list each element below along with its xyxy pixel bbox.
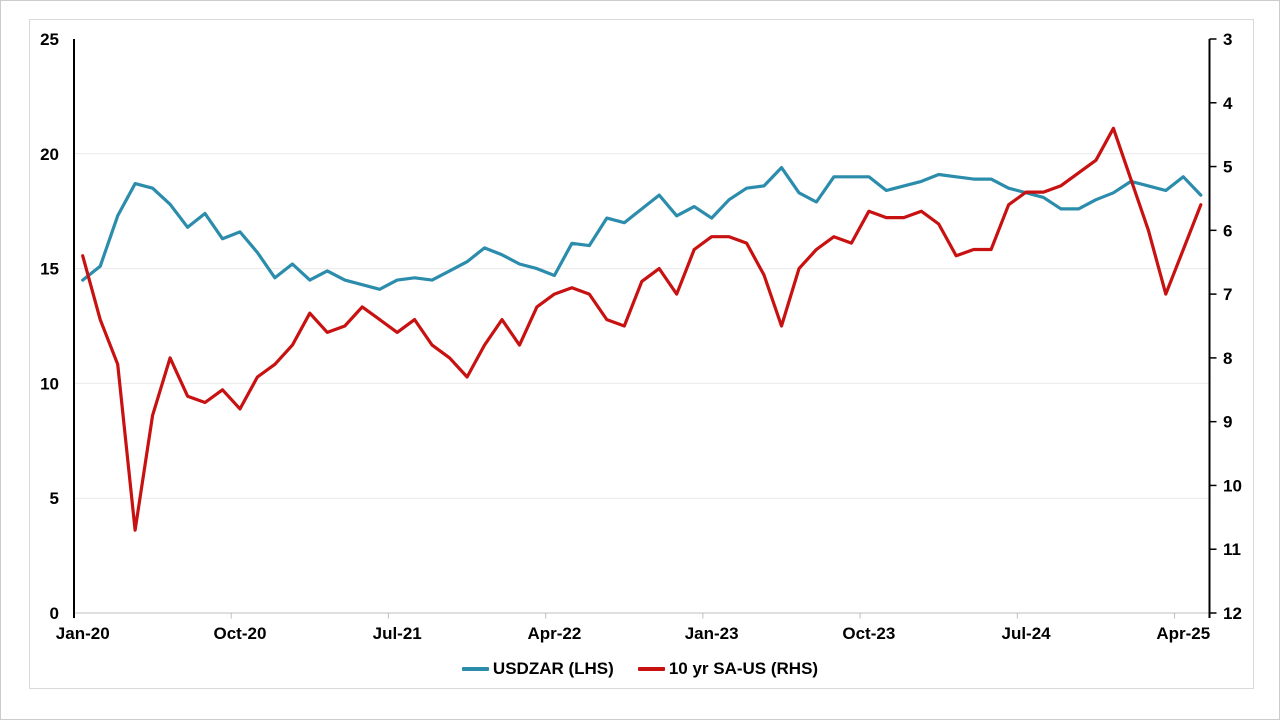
left-axis-label: 10	[40, 374, 59, 393]
chart-frame	[29, 19, 1254, 689]
left-axis-label: 15	[40, 260, 59, 279]
right-axis-label: 6	[1223, 221, 1232, 240]
right-axis-label: 12	[1223, 604, 1242, 623]
legend-item-usdzar: USDZAR (LHS)	[461, 659, 614, 679]
right-axis-label: 10	[1223, 476, 1242, 495]
left-axis-label: 25	[40, 30, 59, 49]
x-axis-label: Apr-25	[1156, 624, 1210, 643]
x-axis-label: Jul-21	[373, 624, 422, 643]
right-axis-label: 3	[1223, 30, 1232, 49]
right-axis-label: 9	[1223, 413, 1232, 432]
left-axis-label: 20	[40, 145, 59, 164]
x-axis-label: Oct-20	[213, 624, 266, 643]
right-axis-label: 4	[1223, 94, 1233, 113]
spread-legend-swatch	[637, 667, 665, 671]
x-axis-label: Oct-23	[842, 624, 895, 643]
right-axis-label: 8	[1223, 349, 1232, 368]
legend: USDZAR (LHS) 10 yr SA-US (RHS)	[1, 659, 1279, 679]
right-axis-label: 5	[1223, 158, 1232, 177]
left-axis-label: 5	[50, 489, 59, 508]
usdzar-legend-label: USDZAR (LHS)	[492, 659, 614, 678]
right-axis-label: 11	[1223, 540, 1241, 559]
usdzar-line	[81, 166, 1203, 291]
right-axis-label: 7	[1223, 285, 1232, 304]
usdzar-legend-swatch	[461, 667, 489, 671]
x-axis-label: Apr-22	[527, 624, 581, 643]
spread-line	[81, 126, 1203, 532]
x-axis-label: Jul-24	[1002, 624, 1052, 643]
left-axis-label: 0	[50, 604, 59, 623]
legend-item-spread: 10 yr SA-US (RHS)	[637, 659, 819, 679]
x-axis-label: Jan-20	[56, 624, 110, 643]
x-axis-label: Jan-23	[685, 624, 739, 643]
spread-legend-label: 10 yr SA-US (RHS)	[668, 659, 819, 678]
